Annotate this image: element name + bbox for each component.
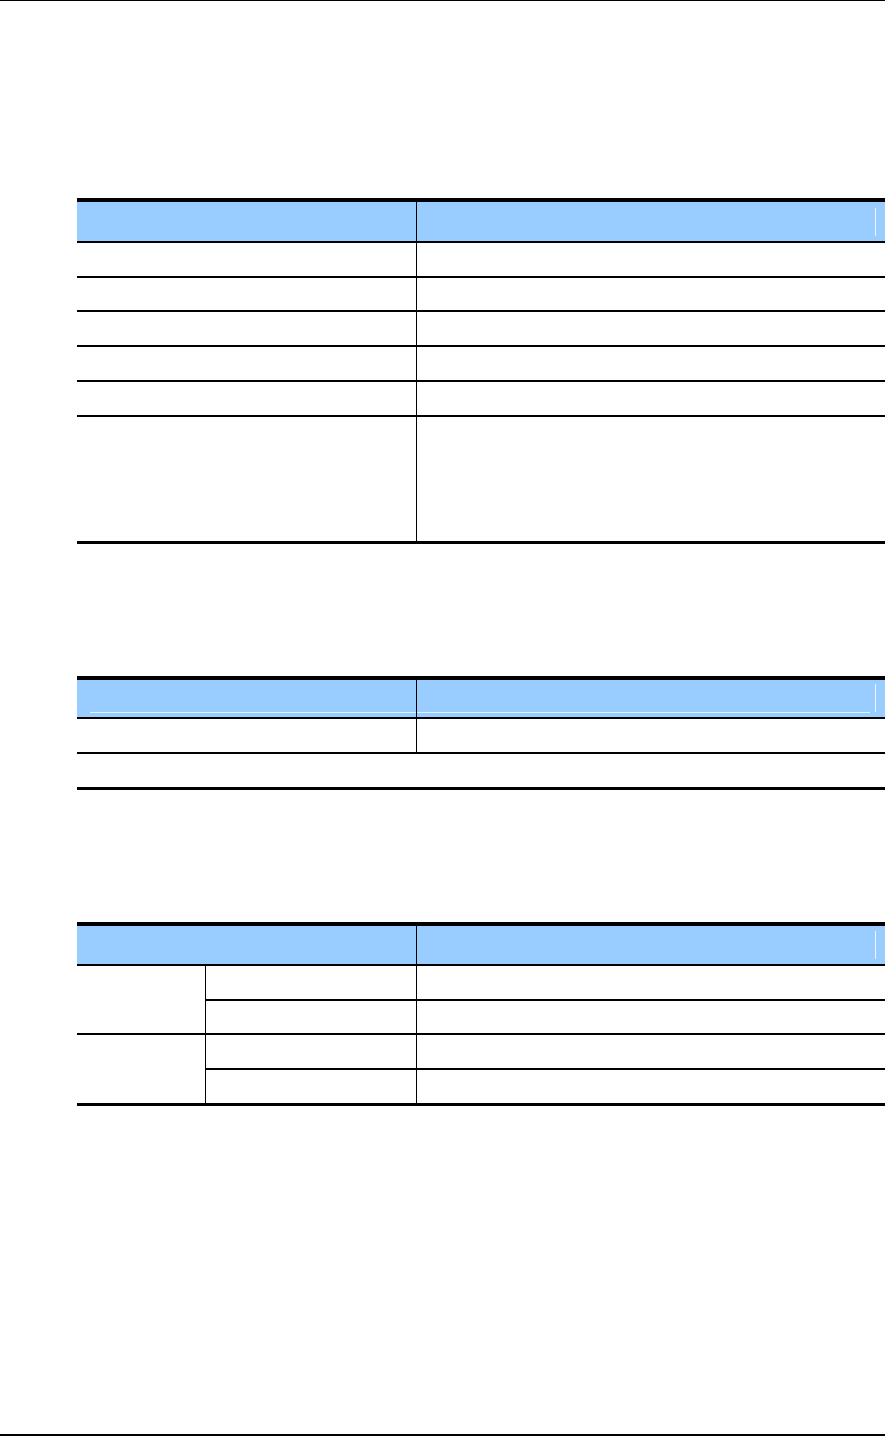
column-divider bbox=[416, 202, 417, 542]
table-top-rule bbox=[77, 922, 885, 926]
table-bottom-rule bbox=[77, 787, 885, 790]
row-rule bbox=[77, 345, 885, 347]
table-header-cell bbox=[77, 680, 416, 717]
table-header-cell bbox=[77, 202, 416, 241]
row-rule bbox=[77, 752, 885, 754]
header-divider bbox=[875, 931, 876, 959]
column-divider bbox=[416, 680, 417, 752]
header-divider bbox=[875, 208, 876, 236]
column-divider bbox=[416, 926, 417, 1104]
row-rule bbox=[77, 964, 885, 966]
row-rule bbox=[77, 310, 885, 312]
table-bottom-rule bbox=[77, 541, 885, 544]
table-header-cell bbox=[417, 680, 885, 717]
row-rule bbox=[205, 999, 885, 1001]
row-rule bbox=[77, 380, 885, 382]
row-rule bbox=[77, 241, 885, 243]
row-rule bbox=[77, 415, 885, 417]
row-rule bbox=[77, 1033, 885, 1035]
table-top-rule bbox=[77, 198, 885, 202]
table-header-cell bbox=[417, 202, 885, 241]
row-rule bbox=[77, 276, 885, 278]
table-header-cell bbox=[417, 926, 885, 964]
header-divider bbox=[875, 684, 876, 712]
table-bottom-rule bbox=[77, 1103, 885, 1106]
header-underline bbox=[90, 712, 870, 713]
row-rule bbox=[205, 1068, 885, 1070]
row-rule bbox=[77, 717, 885, 719]
page-bottom-rule bbox=[0, 1434, 885, 1436]
table-top-rule bbox=[77, 676, 885, 680]
table-header-cell bbox=[77, 926, 416, 964]
column-divider bbox=[205, 966, 206, 1104]
page-top-rule bbox=[0, 0, 885, 1]
